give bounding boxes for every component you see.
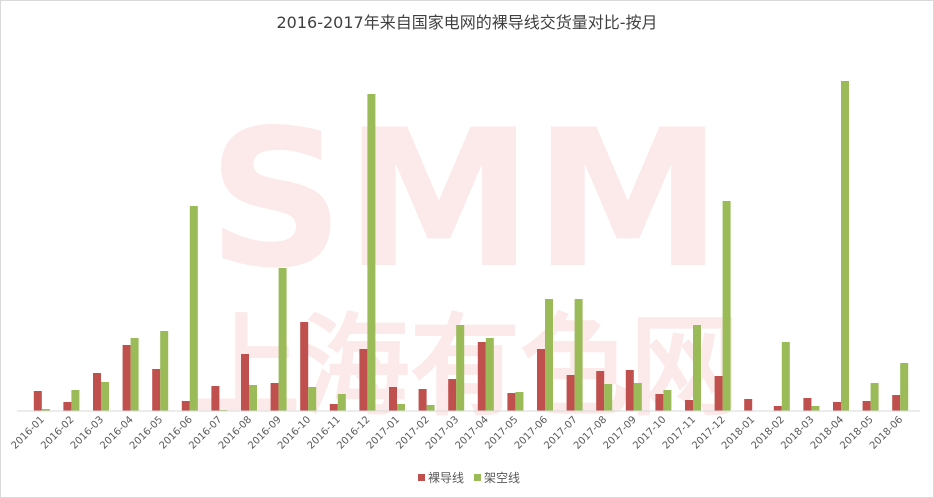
bar bbox=[426, 405, 435, 411]
bar bbox=[833, 402, 841, 411]
bar bbox=[308, 387, 317, 411]
bar bbox=[448, 379, 457, 411]
bar bbox=[367, 94, 376, 411]
watermark: 上海有色网 bbox=[190, 303, 740, 431]
bar bbox=[604, 384, 613, 411]
bar bbox=[456, 325, 465, 411]
bar bbox=[574, 299, 583, 411]
bar bbox=[633, 383, 642, 411]
bar bbox=[693, 325, 701, 411]
bar bbox=[545, 299, 553, 411]
bar bbox=[189, 206, 198, 411]
bar bbox=[130, 338, 139, 411]
bar bbox=[389, 387, 397, 411]
bar bbox=[152, 369, 161, 411]
bar bbox=[507, 393, 516, 411]
bar bbox=[71, 390, 80, 411]
bar bbox=[862, 401, 871, 411]
bar bbox=[181, 401, 190, 411]
bar bbox=[418, 389, 427, 411]
bar bbox=[249, 385, 257, 411]
bar bbox=[33, 391, 42, 411]
bar bbox=[485, 338, 494, 411]
bar bbox=[537, 349, 545, 411]
bar bbox=[93, 373, 101, 411]
bar bbox=[211, 386, 220, 411]
legend-label: 裸导线 bbox=[428, 470, 464, 485]
bar bbox=[892, 395, 901, 411]
bar bbox=[722, 201, 731, 411]
legend-swatch bbox=[474, 474, 481, 481]
bar bbox=[337, 394, 346, 411]
bar bbox=[63, 402, 72, 411]
bar bbox=[870, 383, 879, 411]
bar bbox=[41, 409, 50, 411]
legend-label: 架空线 bbox=[484, 471, 520, 485]
bar bbox=[566, 375, 575, 411]
bar bbox=[122, 345, 131, 411]
bar bbox=[773, 406, 782, 411]
watermark: SMM bbox=[208, 89, 723, 310]
bar bbox=[270, 383, 279, 411]
bar bbox=[515, 392, 524, 411]
bar bbox=[101, 382, 109, 411]
bar bbox=[359, 349, 368, 411]
chart-title: 2016-2017年来自国家电网的裸导线交货量对比-按月 bbox=[277, 13, 658, 32]
legend-swatch bbox=[418, 474, 425, 481]
bar bbox=[781, 342, 790, 411]
bar bbox=[300, 322, 309, 411]
bar bbox=[841, 81, 849, 411]
bar bbox=[714, 376, 723, 411]
bar bbox=[900, 363, 909, 411]
bar bbox=[663, 390, 672, 411]
bar bbox=[278, 268, 287, 411]
bar bbox=[803, 398, 812, 411]
bar bbox=[329, 404, 338, 411]
bar bbox=[655, 394, 664, 411]
bar bbox=[160, 331, 169, 411]
bar bbox=[596, 371, 605, 411]
bar bbox=[397, 404, 405, 411]
bar bbox=[811, 406, 820, 411]
bar bbox=[685, 400, 693, 411]
bar bbox=[477, 342, 486, 411]
bar bbox=[241, 354, 249, 411]
bar bbox=[744, 399, 753, 411]
bar bbox=[625, 370, 634, 411]
